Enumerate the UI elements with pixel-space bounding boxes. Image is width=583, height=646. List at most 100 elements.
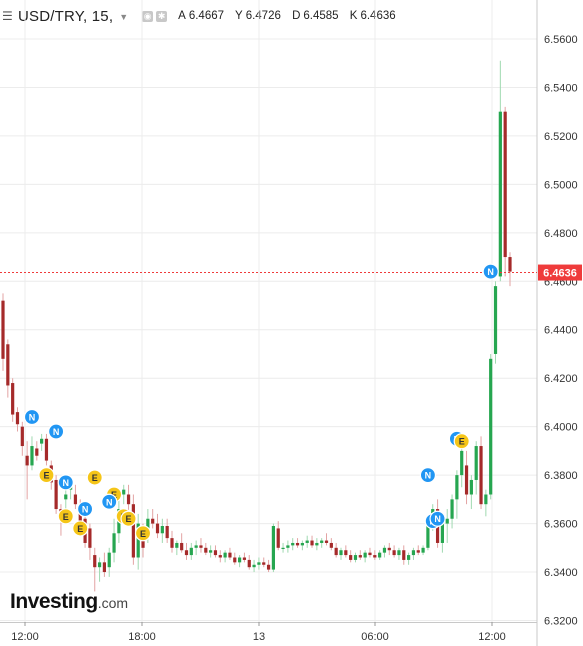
- symbol-label[interactable]: USD/TRY, 15,: [18, 7, 114, 25]
- candle-body: [218, 555, 222, 558]
- candle-body: [25, 455, 29, 466]
- y-tick-label: 6.4200: [544, 373, 578, 385]
- news-marker[interactable]: N: [429, 510, 446, 527]
- candle-body: [378, 552, 382, 558]
- event-marker[interactable]: E: [134, 525, 152, 542]
- current-price-label: 6.4636: [543, 268, 577, 280]
- event-marker[interactable]: E: [453, 433, 470, 450]
- news-marker-circle: [23, 408, 41, 426]
- candle-body: [6, 344, 10, 386]
- marker-label: N: [53, 427, 60, 437]
- y-tick-label: 6.5400: [544, 82, 578, 94]
- x-tick-label: 18:00: [128, 631, 156, 643]
- candle-body: [286, 545, 290, 548]
- candle-body: [295, 542, 300, 546]
- candle-body: [252, 564, 256, 568]
- candle-body: [204, 547, 208, 553]
- candle-body: [88, 528, 92, 548]
- marker-label: N: [106, 497, 113, 507]
- candle-body: [310, 540, 314, 546]
- candle-body: [189, 547, 193, 556]
- candle-body: [334, 547, 338, 556]
- candle-body: [503, 111, 507, 258]
- news-marker-circle: [76, 500, 94, 518]
- candle-body: [373, 555, 377, 558]
- candle-body: [107, 552, 111, 568]
- news-marker[interactable]: N: [23, 408, 41, 426]
- chart-header: ☰ USD/TRY, 15, ▼ ◉ ✱ A 6.4667 Y 6.4726 D 6.…: [0, 0, 540, 32]
- candle-body: [469, 479, 473, 495]
- candle-body: [349, 555, 353, 560]
- candle-body: [40, 438, 44, 444]
- ohlc-readout: A 6.4667 Y 6.4726 D 6.4585 K 6.4636: [178, 10, 403, 22]
- y-tick-label: 6.3800: [544, 470, 578, 482]
- low-label: D: [292, 10, 301, 22]
- candle-body: [44, 438, 49, 461]
- marker-label: N: [63, 478, 70, 488]
- y-tick-label: 6.4800: [544, 228, 578, 240]
- event-marker[interactable]: E: [72, 520, 89, 537]
- marker-label: E: [111, 490, 117, 500]
- candle-body: [20, 426, 24, 447]
- candle-body: [266, 564, 271, 570]
- candle-body: [112, 533, 116, 553]
- event-marker[interactable]: E: [38, 467, 55, 484]
- candle-body: [146, 518, 150, 534]
- candle-body: [170, 538, 174, 548]
- event-marker-circle: [134, 525, 152, 542]
- candle-body: [397, 550, 401, 556]
- event-marker[interactable]: E: [57, 508, 74, 525]
- candle-body: [344, 550, 348, 556]
- news-marker[interactable]: N: [101, 493, 118, 510]
- candle-body: [165, 526, 169, 539]
- candle-body: [131, 504, 135, 558]
- eye-icon[interactable]: ◉: [142, 10, 154, 22]
- y-tick-label: 6.3400: [544, 567, 578, 579]
- candle-body: [242, 557, 247, 560]
- news-marker-circle: [101, 493, 118, 510]
- candle-body: [329, 542, 333, 548]
- marker-label: N: [434, 514, 441, 524]
- y-tick-label: 6.3600: [544, 519, 578, 531]
- candle-body: [498, 111, 502, 277]
- candle-body: [73, 494, 78, 505]
- chevron-down-icon[interactable]: ▼: [119, 12, 129, 22]
- close-value: 6.4636: [360, 10, 396, 22]
- candle-body: [353, 555, 358, 560]
- menu-icon[interactable]: ☰: [2, 9, 13, 23]
- news-marker[interactable]: N: [419, 467, 437, 484]
- candle-body: [15, 412, 20, 425]
- news-marker[interactable]: N: [48, 423, 65, 440]
- event-marker[interactable]: E: [86, 469, 103, 486]
- candle-body: [247, 559, 251, 568]
- news-marker-circle: [429, 510, 446, 527]
- candle-body: [508, 257, 512, 272]
- marker-label: E: [43, 471, 49, 481]
- news-marker[interactable]: N: [482, 263, 499, 280]
- candle-body: [213, 550, 218, 556]
- candle-body: [484, 494, 488, 505]
- event-marker[interactable]: E: [120, 510, 137, 527]
- candle-body: [320, 540, 324, 543]
- candle-body: [368, 552, 372, 556]
- candle-body: [464, 465, 469, 495]
- marker-label: N: [487, 267, 494, 277]
- gear-icon[interactable]: ✱: [156, 10, 168, 22]
- candle-body: [102, 562, 106, 573]
- news-marker[interactable]: N: [76, 500, 94, 518]
- marker-label: N: [425, 471, 432, 481]
- candle-body: [209, 550, 213, 553]
- candle-body: [440, 523, 444, 543]
- y-tick-label: 6.3200: [544, 616, 578, 628]
- high-label: Y: [235, 10, 243, 22]
- event-marker-circle: [86, 469, 103, 486]
- event-marker-circle: [120, 510, 137, 527]
- candle-body: [11, 383, 15, 415]
- candle-body: [489, 358, 493, 495]
- candle-body: [421, 547, 425, 553]
- investing-logo: Investing.com: [10, 590, 128, 614]
- candle-body: [223, 552, 227, 558]
- news-marker[interactable]: N: [57, 474, 74, 491]
- event-marker-circle: [57, 508, 74, 525]
